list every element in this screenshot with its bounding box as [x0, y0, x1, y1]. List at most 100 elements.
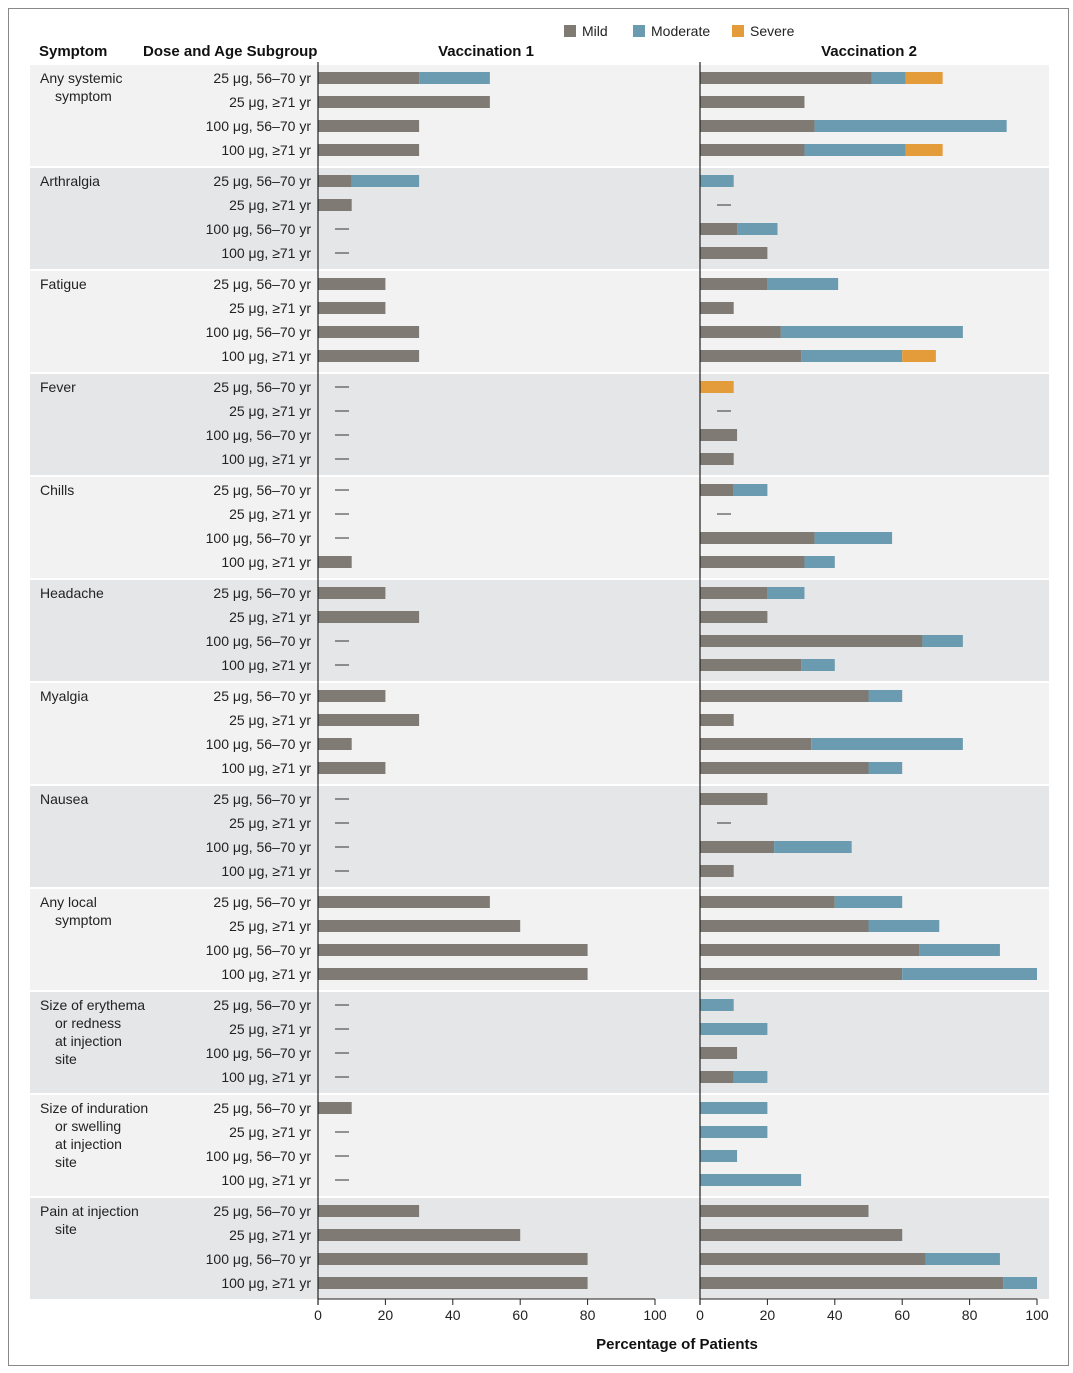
bar-moderate: [780, 326, 963, 338]
bar-mild: [700, 841, 775, 853]
bar-mild: [700, 278, 768, 290]
bar-mild: [318, 1277, 588, 1289]
symptom-label: symptom: [55, 912, 112, 928]
bar-mild: [700, 1071, 734, 1083]
bar-mild: [700, 865, 734, 877]
subgroup-label: 100 μg, ≥71 yr: [221, 657, 311, 673]
bar-mild: [700, 429, 738, 441]
bar-moderate: [868, 920, 940, 932]
bar-severe: [905, 144, 943, 156]
header-vaccination-1: Vaccination 1: [438, 43, 534, 60]
subgroup-label: 25 μg, 56–70 yr: [213, 791, 311, 807]
subgroup-label: 100 μg, ≥71 yr: [221, 760, 311, 776]
bar-moderate: [804, 556, 835, 568]
bar-moderate: [700, 1102, 768, 1114]
bar-severe: [905, 72, 943, 84]
symptom-label: Any local: [40, 894, 97, 910]
bar-mild: [318, 714, 420, 726]
bar-mild: [700, 532, 815, 544]
bar-mild: [700, 587, 768, 599]
bar-mild: [700, 556, 805, 568]
group-backgrounds: [30, 65, 1049, 1299]
subgroup-label: 25 μg, 56–70 yr: [213, 688, 311, 704]
bar-mild: [318, 611, 420, 623]
bar-mild: [700, 247, 768, 259]
x-tick-label: 60: [894, 1307, 910, 1323]
frame: [8, 8, 1069, 1366]
bar-moderate: [814, 120, 1007, 132]
bar-moderate: [925, 1253, 1000, 1265]
symptom-label: Arthralgia: [40, 173, 100, 189]
subgroup-label: 25 μg, ≥71 yr: [229, 609, 311, 625]
bar-severe: [700, 381, 734, 393]
subgroup-label: 100 μg, ≥71 yr: [221, 863, 311, 879]
x-tick-label: 0: [696, 1307, 704, 1323]
symptom-label: Headache: [40, 585, 104, 601]
bar-mild: [318, 278, 386, 290]
subgroup-label: 100 μg, ≥71 yr: [221, 348, 311, 364]
symptom-label: Fatigue: [40, 276, 87, 292]
bar-moderate: [419, 72, 490, 84]
subgroup-label: 100 μg, 56–70 yr: [206, 839, 312, 855]
subgroup-label: 25 μg, ≥71 yr: [229, 918, 311, 934]
bar-mild: [700, 1277, 1004, 1289]
bar-mild: [700, 1253, 926, 1265]
group-background: [30, 477, 1049, 578]
bar-moderate: [700, 175, 734, 187]
bar-mild: [700, 738, 812, 750]
bar-mild: [700, 659, 802, 671]
subgroup-label: 25 μg, ≥71 yr: [229, 94, 311, 110]
bar-moderate: [868, 762, 903, 774]
subgroup-label: 25 μg, ≥71 yr: [229, 712, 311, 728]
bar-moderate: [811, 738, 963, 750]
bar-moderate: [700, 1174, 802, 1186]
symptom-label: symptom: [55, 88, 112, 104]
symptom-label: Size of erythema: [40, 997, 145, 1013]
bar-moderate: [733, 484, 768, 496]
subgroup-label: 100 μg, ≥71 yr: [221, 1275, 311, 1291]
bar-moderate: [700, 1023, 768, 1035]
bar-mild: [318, 944, 588, 956]
subgroup-label: 25 μg, 56–70 yr: [213, 585, 311, 601]
group-background: [30, 374, 1049, 475]
bar-moderate: [767, 587, 805, 599]
subgroup-label: 100 μg, 56–70 yr: [206, 942, 312, 958]
x-tick-label: 20: [760, 1307, 776, 1323]
subgroup-label: 25 μg, ≥71 yr: [229, 300, 311, 316]
bar-moderate: [868, 690, 903, 702]
bar-mild: [318, 175, 352, 187]
bar-moderate: [700, 999, 734, 1011]
symptom-label: or swelling: [55, 1118, 121, 1134]
bar-severe: [902, 350, 936, 362]
bar-mild: [700, 690, 869, 702]
subgroup-label: 25 μg, 56–70 yr: [213, 1100, 311, 1116]
bar-moderate: [801, 350, 903, 362]
symptom-label: site: [55, 1051, 77, 1067]
subgroup-label: 25 μg, ≥71 yr: [229, 1227, 311, 1243]
symptom-label: site: [55, 1154, 77, 1170]
bar-mild: [700, 896, 835, 908]
x-tick-label: 40: [827, 1307, 843, 1323]
bar-mild: [700, 793, 768, 805]
x-tick-label: 80: [580, 1307, 596, 1323]
x-axis-title: Percentage of Patients: [596, 1336, 758, 1353]
bar-mild: [318, 556, 352, 568]
subgroup-label: 25 μg, 56–70 yr: [213, 997, 311, 1013]
subgroup-label: 100 μg, 56–70 yr: [206, 1148, 312, 1164]
group-background: [30, 1095, 1049, 1196]
bar-mild: [700, 1205, 869, 1217]
subgroup-label: 25 μg, 56–70 yr: [213, 276, 311, 292]
bar-mild: [318, 738, 352, 750]
bar-moderate: [737, 223, 778, 235]
bar-mild: [700, 302, 734, 314]
symptom-label: Any systemic: [40, 70, 122, 86]
bar-mild: [700, 1229, 903, 1241]
symptom-label: Size of induration: [40, 1100, 148, 1116]
bar-mild: [318, 896, 490, 908]
group-background: [30, 168, 1049, 269]
bar-moderate: [804, 144, 906, 156]
bar-mild: [318, 302, 386, 314]
bar-mild: [318, 968, 588, 980]
x-tick-label: 0: [314, 1307, 322, 1323]
bar-mild: [700, 714, 734, 726]
